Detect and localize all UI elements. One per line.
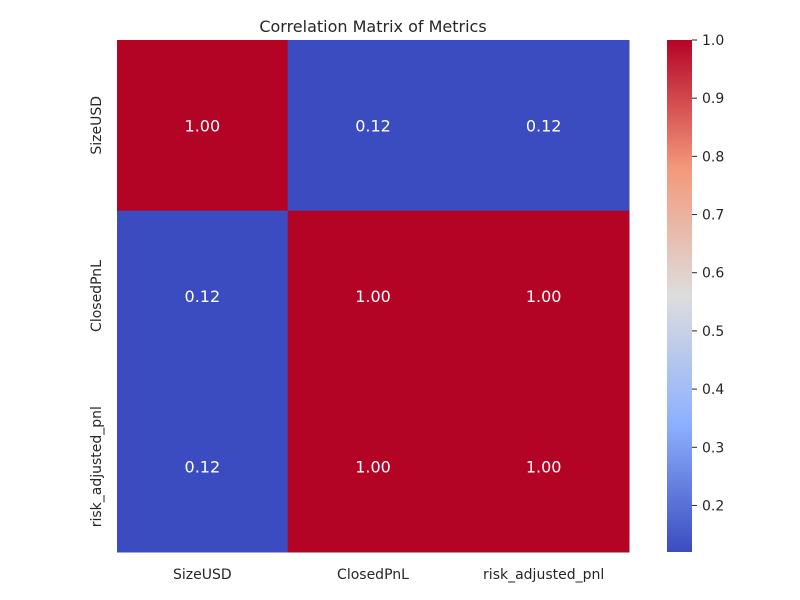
y-tick-label: risk_adjusted_pnl — [89, 406, 105, 527]
y-axis-tick-labels: SizeUSD ClosedPnL risk_adjusted_pnl — [89, 96, 105, 527]
heatmap-cell — [117, 210, 289, 382]
colorbar-tick-label: 0.8 — [702, 149, 724, 165]
colorbar-tick-label: 0.6 — [702, 266, 724, 282]
colorbar-tick-label: 0.4 — [702, 382, 724, 398]
colorbar-tick-label: 0.2 — [702, 498, 724, 514]
cell-value-label: 0.12 — [185, 287, 221, 306]
heatmap-cell — [117, 40, 289, 212]
colorbar — [667, 40, 692, 552]
cell-value-label: 1.00 — [526, 458, 562, 477]
cell-value-label: 1.00 — [185, 116, 221, 135]
colorbar-tick-label: 0.7 — [702, 208, 724, 224]
heatmap-cell — [287, 381, 459, 553]
x-tick-label: risk_adjusted_pnl — [483, 567, 604, 583]
x-tick-label: ClosedPnL — [337, 567, 409, 583]
y-tick-label: ClosedPnL — [89, 260, 105, 332]
heatmap-cell — [287, 210, 459, 382]
cell-value-label: 1.00 — [355, 458, 391, 477]
colorbar-tick-label: 0.9 — [702, 91, 724, 107]
chart-title: Correlation Matrix of Metrics — [259, 17, 486, 36]
heatmap-cell — [117, 381, 289, 553]
heatmap-cells — [117, 40, 630, 553]
cell-value-label: 0.12 — [185, 458, 221, 477]
heatmap-cell — [458, 381, 630, 553]
cell-value-label: 1.00 — [355, 287, 391, 306]
colorbar-tick-label: 0.3 — [702, 440, 724, 456]
heatmap-cell — [287, 40, 459, 212]
heatmap-cell — [458, 40, 630, 212]
colorbar-ticks: 0.2 0.3 0.4 0.5 0.6 0.7 0.8 0.9 1.0 — [692, 33, 724, 514]
colorbar-tick-label: 1.0 — [702, 33, 724, 49]
x-axis-tick-labels: SizeUSD ClosedPnL risk_adjusted_pnl — [173, 567, 604, 583]
cell-value-label: 1.00 — [526, 287, 562, 306]
y-tick-label: SizeUSD — [89, 96, 105, 155]
cell-value-label: 0.12 — [355, 116, 391, 135]
x-tick-label: SizeUSD — [173, 567, 232, 583]
colorbar-tick-label: 0.5 — [702, 324, 724, 340]
cell-value-label: 0.12 — [526, 116, 562, 135]
heatmap-cell — [458, 210, 630, 382]
heatmap-cell-labels: 1.00 0.12 0.12 0.12 1.00 1.00 0.12 1.00 1.00 — [185, 116, 562, 476]
